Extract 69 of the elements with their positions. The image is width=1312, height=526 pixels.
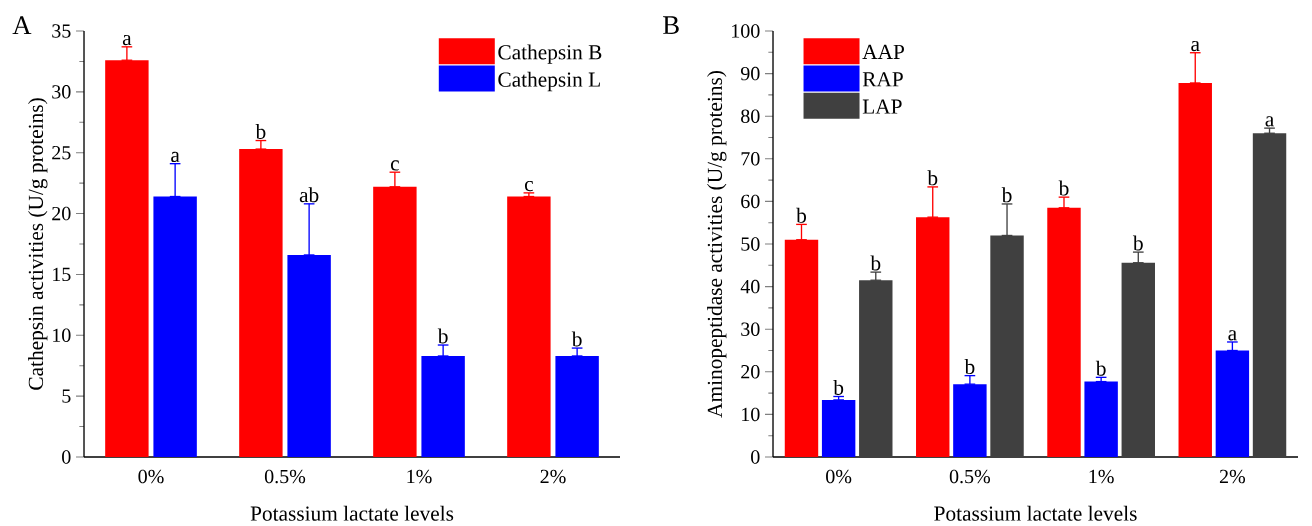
data-label: ab bbox=[299, 187, 319, 203]
bar bbox=[1252, 133, 1287, 457]
y-tick-label: 30 bbox=[741, 322, 760, 336]
data-label: b bbox=[833, 379, 844, 395]
x-tick-label: 0.5% bbox=[264, 469, 306, 484]
x-tick-label: 0% bbox=[826, 469, 852, 484]
y-tick-label: 100 bbox=[732, 24, 760, 38]
y-tick-label: 60 bbox=[741, 194, 760, 209]
text: B bbox=[663, 16, 679, 34]
data-label: a bbox=[1191, 40, 1200, 52]
legend-label: LAP bbox=[862, 99, 902, 114]
data-label: a bbox=[1228, 330, 1237, 341]
bar bbox=[1178, 82, 1212, 457]
y-tick-label: 10 bbox=[742, 407, 760, 422]
bar bbox=[239, 149, 283, 457]
y-tick-label: 70 bbox=[741, 152, 760, 166]
data-label: a bbox=[171, 151, 180, 163]
data-label: b bbox=[796, 207, 807, 223]
x-axis-title: Potassium lactate levels bbox=[250, 505, 454, 521]
data-label: a bbox=[1265, 116, 1274, 127]
data-label: b bbox=[1095, 360, 1106, 376]
y-tick-label: 30 bbox=[52, 85, 71, 99]
legend-label: AAP bbox=[862, 44, 904, 59]
x-tick-label: 2% bbox=[540, 469, 566, 484]
bar bbox=[821, 399, 856, 457]
x-tick-label: 0.5% bbox=[949, 469, 991, 484]
y-tick-label: 10 bbox=[53, 328, 71, 343]
legend-label: Cathepsin B bbox=[498, 44, 602, 64]
data-label: b bbox=[927, 170, 938, 186]
y-tick-label: 0 bbox=[751, 450, 760, 464]
data-label: b bbox=[870, 255, 881, 271]
x-tick-label: 2% bbox=[1219, 469, 1246, 484]
bar bbox=[555, 355, 599, 457]
data-label: b bbox=[1132, 235, 1143, 251]
y-tick-label: 80 bbox=[741, 109, 760, 123]
x-tick-label: 1% bbox=[1089, 469, 1114, 484]
data-label: b bbox=[1058, 180, 1069, 196]
bar bbox=[953, 384, 987, 457]
data-label: b bbox=[437, 328, 448, 344]
y-tick-label: 35 bbox=[52, 24, 71, 38]
y-tick-label: 0 bbox=[62, 450, 71, 464]
x-tick-label: 0% bbox=[138, 469, 164, 484]
y-tick-label: 20 bbox=[52, 206, 71, 221]
y-tick-label: 15 bbox=[53, 267, 71, 282]
data-label: b bbox=[255, 123, 266, 139]
y-tick-label: 20 bbox=[741, 365, 760, 379]
legend-label: Cathepsin L bbox=[498, 71, 600, 92]
y-tick-label: 5 bbox=[62, 389, 71, 403]
bar bbox=[916, 217, 950, 457]
x-axis-title: Potassium lactate levels bbox=[934, 505, 1137, 521]
bar bbox=[421, 355, 465, 457]
data-label: a bbox=[122, 35, 132, 46]
legend-label: RAP bbox=[862, 72, 903, 87]
y-tick-label: 90 bbox=[740, 66, 760, 81]
y-tick-label: 40 bbox=[740, 279, 760, 294]
data-label: b bbox=[964, 359, 975, 375]
text: A bbox=[12, 16, 32, 34]
data-label: b bbox=[571, 331, 582, 347]
y-tick-label: 50 bbox=[741, 237, 760, 251]
bar bbox=[287, 254, 331, 457]
data-label: c bbox=[390, 160, 399, 171]
y-axis-title: Aminopeptidase activities (U/g proteins) bbox=[707, 71, 727, 418]
x-tick-label: 1% bbox=[407, 469, 432, 484]
y-tick-label: 25 bbox=[52, 146, 71, 160]
y-axis-title: Cathepsin activities (U/g proteins) bbox=[28, 98, 48, 390]
bar bbox=[507, 196, 551, 457]
data-label: c bbox=[524, 181, 533, 192]
data-label: b bbox=[1001, 187, 1012, 203]
bar bbox=[1084, 381, 1118, 457]
